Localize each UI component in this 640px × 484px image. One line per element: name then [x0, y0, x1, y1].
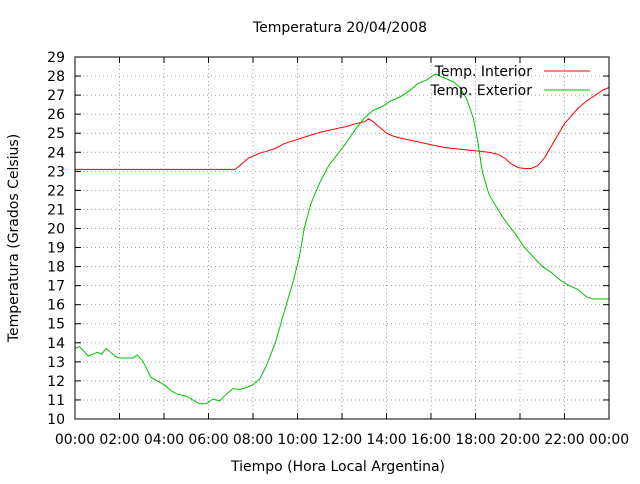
grid: [75, 57, 609, 419]
x-tick-label: 08:00: [233, 432, 273, 448]
y-tick-label: 20: [47, 221, 65, 237]
y-tick-label: 18: [47, 260, 65, 276]
y-tick-label: 16: [47, 298, 65, 314]
y-tick-label: 17: [47, 279, 65, 295]
y-tick-label: 15: [47, 317, 65, 333]
y-tick-label: 22: [47, 183, 65, 199]
x-tick-label: 22:00: [544, 432, 584, 448]
series-line-temp-exterior: [74, 73, 609, 405]
x-tick-label: 20:00: [500, 432, 540, 448]
x-tick-label: 02:00: [99, 432, 139, 448]
y-tick-label: 14: [47, 336, 65, 352]
series-line-temp-interior: [75, 87, 610, 170]
x-tick-label: 06:00: [188, 432, 228, 448]
y-tick-label: 25: [47, 126, 65, 142]
x-tick-label: 00:00: [55, 432, 95, 448]
series-layer: [74, 73, 610, 405]
y-tick-label: 10: [47, 412, 65, 428]
x-tick-label: 16:00: [411, 432, 451, 448]
y-tick-label: 12: [47, 374, 65, 390]
chart-title: Temperatura 20/04/2008: [252, 20, 427, 36]
tick-labels: 00:00 02:00 04:00 06:00 08:00 10:00 12:00 14:00…: [47, 50, 629, 448]
y-tick-label: 27: [47, 88, 65, 104]
y-tick-label: 19: [47, 241, 65, 257]
legend-label-temp-exterior: Temp. Exterior: [430, 83, 533, 99]
ticks: [74, 56, 610, 420]
x-tick-label: 14:00: [366, 432, 406, 448]
x-tick-label: 00:00: [589, 432, 629, 448]
x-tick-label: 18:00: [455, 432, 495, 448]
x-tick-label: 04:00: [144, 432, 184, 448]
legend-label-temp-interior: Temp. Interior: [434, 64, 533, 80]
y-axis-label: Temperatura (Grados Celsius): [6, 134, 22, 343]
y-tick-label: 21: [47, 202, 65, 218]
y-tick-label: 26: [47, 107, 65, 123]
legend: Temp. Interior Temp. Exterior: [430, 64, 590, 99]
y-tick-label: 13: [47, 355, 65, 371]
x-axis-label: Tiempo (Hora Local Argentina): [230, 459, 445, 475]
y-tick-label: 28: [47, 69, 65, 85]
y-tick-label: 29: [47, 50, 65, 66]
y-tick-label: 11: [47, 393, 65, 409]
y-tick-label: 23: [47, 164, 65, 180]
x-tick-label: 10:00: [277, 432, 317, 448]
y-tick-label: 24: [47, 145, 65, 161]
x-tick-label: 12:00: [322, 432, 362, 448]
